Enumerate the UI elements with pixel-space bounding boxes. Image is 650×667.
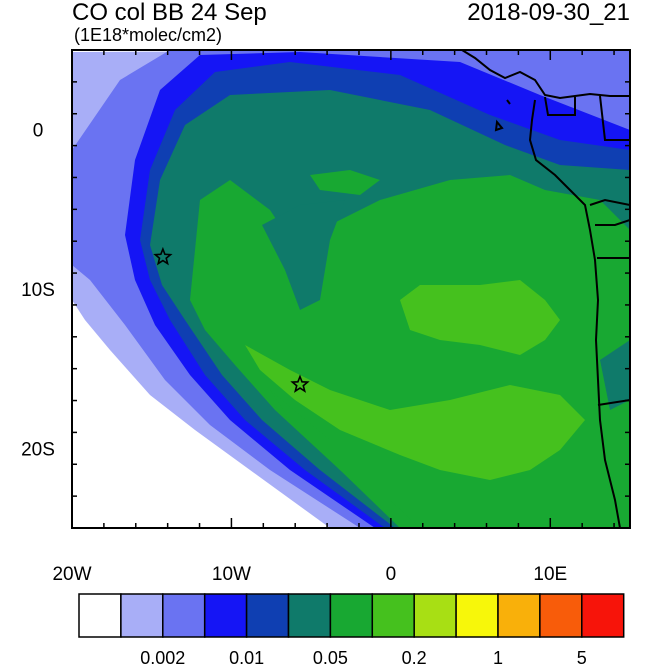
colorbar-label: 5 — [577, 648, 587, 667]
colorbar-box — [581, 593, 625, 638]
colorbar-box — [455, 593, 499, 638]
colorbar — [78, 593, 625, 638]
axis-ticks — [71, 49, 630, 529]
x-tick-label: 10E — [533, 564, 567, 585]
colorbar-label: 1 — [493, 648, 503, 667]
colorbar-label: 0.2 — [402, 648, 427, 667]
y-tick-label: 10S — [21, 280, 55, 301]
colorbar-labels: 0.002 0.01 0.05 0.2 1 5 — [140, 648, 587, 667]
colorbar-box — [203, 593, 248, 638]
colorbar-label: 0.01 — [229, 648, 264, 667]
map-title: CO col BB 24 Sep — [72, 0, 267, 26]
colorbar-label: 0.002 — [140, 648, 185, 667]
colorbar-box — [78, 593, 122, 638]
colorbar-box — [413, 593, 457, 638]
colorbar-box — [497, 593, 541, 638]
y-tick-label: 0 — [33, 121, 44, 142]
x-tick-label: 20W — [52, 564, 91, 585]
plot-frame — [71, 49, 631, 529]
station-markers — [153, 246, 310, 393]
concentration-field — [72, 50, 630, 528]
star-marker-1 — [153, 246, 173, 266]
map-datetime: 2018-09-30_21 — [467, 0, 630, 26]
x-tick-label: 0 — [386, 564, 397, 585]
coastline — [461, 50, 630, 528]
colorbar-box — [245, 593, 290, 638]
map-units: (1E18*molec/cm2) — [74, 25, 223, 45]
y-tick-label: 20S — [21, 439, 55, 460]
colorbar-box — [539, 593, 583, 638]
y-axis-labels: 0 10S 20S — [21, 121, 55, 461]
colorbar-box — [371, 593, 415, 638]
colorbar-box — [329, 593, 374, 638]
colorbar-box — [120, 593, 164, 638]
star-marker-2 — [290, 374, 310, 393]
colorbar-box — [287, 593, 332, 638]
colorbar-box — [162, 593, 206, 638]
x-axis-labels: 20W 10W 0 10E — [52, 564, 567, 585]
x-tick-label: 10W — [212, 564, 251, 585]
colorbar-label: 0.05 — [313, 648, 348, 667]
